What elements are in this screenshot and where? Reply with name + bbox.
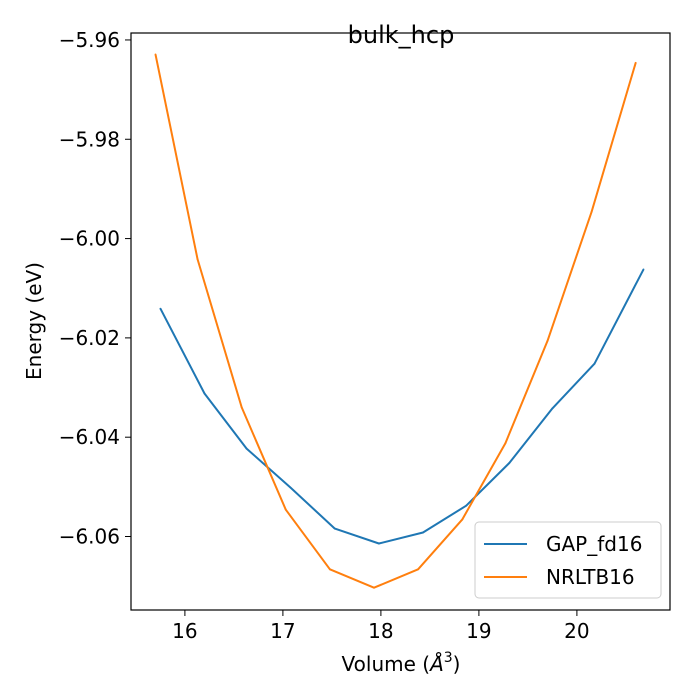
data-point-gap-fd16 [289,486,292,489]
data-point-gap-fd16 [551,407,554,410]
y-tick-label: −6.00 [59,227,120,251]
plot-frame [130,32,671,611]
y-tick-label: −5.96 [59,28,120,52]
data-point-nrltb16 [590,210,593,213]
data-point-nrltb16 [546,340,549,342]
data-point-nrltb16 [329,568,331,571]
data-point-gap-fd16 [642,268,645,271]
x-tick-label: 20 [564,619,589,643]
x-tick-label: 19 [466,619,491,643]
series-line-gap-fd16 [159,268,645,545]
y-axis: −5.96 −5.98 −6.00 −6.02 −6.04 −6.06 [59,28,131,549]
x-tick-label: 18 [368,619,393,643]
x-axis-title-text: Volume ( [342,652,431,676]
x-tick-label: 16 [172,619,197,643]
series-line-nrltb16 [154,54,637,589]
data-point-gap-fd16 [465,504,468,507]
x-tick-label: 17 [270,619,295,643]
data-point-nrltb16 [154,53,157,56]
data-point-nrltb16 [196,258,199,261]
data-point-nrltb16 [417,568,419,571]
data-point-gap-fd16 [203,392,206,395]
y-tick-label: −5.98 [59,127,120,151]
data-point-nrltb16 [504,442,507,445]
y-tick-label: −6.06 [59,525,120,549]
x-axis-title-close: ) [453,652,461,676]
legend-label-nrltb16: NRLTB16 [546,565,635,589]
data-point-nrltb16 [373,586,375,589]
data-point-gap-fd16 [245,447,248,450]
legend-label-gap-fd16: GAP_fd16 [546,532,642,556]
data-point-nrltb16 [634,61,637,64]
data-point-nrltb16 [240,406,243,409]
data-point-gap-fd16 [422,531,424,534]
data-point-gap-fd16 [378,542,380,545]
y-axis-title: Energy (eV) [22,262,46,380]
data-point-nrltb16 [461,518,464,521]
legend-box [474,521,662,599]
data-point-gap-fd16 [333,527,336,530]
x-axis-unit: Å [428,652,444,676]
x-axis-title: Volume (Å3) [342,650,461,676]
chart-title: bulk_hcp [348,21,455,49]
legend: GAP_fd16 NRLTB16 [474,521,662,599]
data-point-gap-fd16 [508,462,511,464]
x-axis-unit-exponent: 3 [444,650,453,666]
data-point-nrltb16 [284,508,287,511]
plot-lines [154,53,645,589]
y-tick-label: −6.04 [59,425,120,449]
x-axis: 16 17 18 19 20 [172,610,590,643]
data-point-gap-fd16 [159,307,162,310]
y-tick-label: −6.02 [59,326,120,350]
data-point-gap-fd16 [593,362,596,365]
